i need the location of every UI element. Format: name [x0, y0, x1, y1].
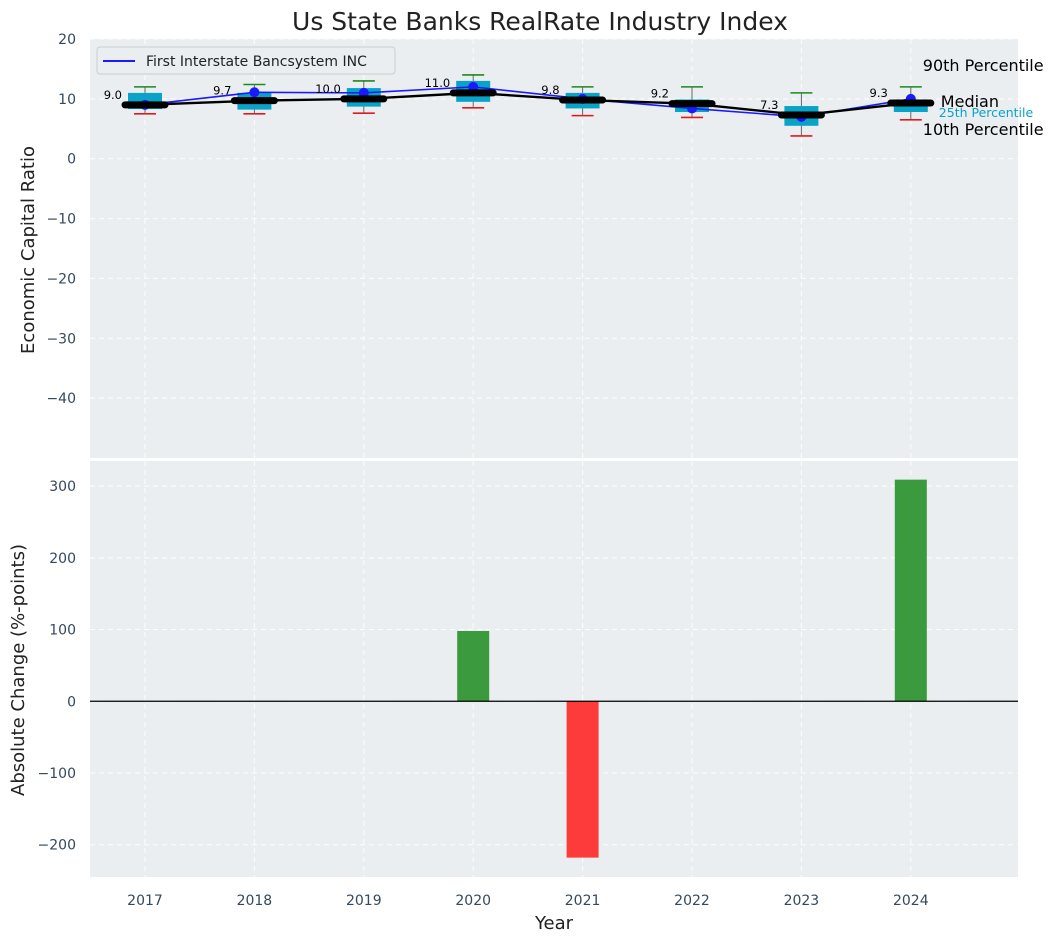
median-value-label: 11.0 [425, 76, 451, 90]
x-tick-label: 2023 [784, 893, 820, 909]
company-point [249, 87, 260, 98]
change-bar [566, 701, 599, 858]
bottom-y-tick-label: 200 [49, 551, 76, 567]
x-axis-label: Year [534, 913, 574, 934]
top-y-tick-label: −20 [46, 271, 76, 287]
x-tick-label: 2022 [674, 893, 710, 909]
top-y-tick-label: 20 [58, 32, 76, 48]
bottom-panel: 300 200 100 0 −100 −200 2017 2018 2019 2020 2021 20… [38, 461, 1018, 909]
x-tick-label: 2018 [237, 893, 273, 909]
p90-side-label: 90th Percentile [923, 56, 1044, 75]
bottom-y-tick-label: −200 [38, 838, 76, 854]
median-side-label: Median [941, 92, 999, 111]
x-tick-label: 2021 [565, 893, 601, 909]
bottom-y-tick-label: −100 [38, 766, 76, 782]
top-y-tick-label: −10 [46, 212, 76, 228]
x-tick-label: 2024 [893, 893, 929, 909]
x-tick-label: 2017 [127, 893, 163, 909]
top-y-tick-label: 0 [67, 152, 76, 168]
top-panel: 20 10 0 −10 −20 −30 −40 9.0 9.7 10.0 11.0 9.8 9.2 7.3… [46, 32, 1044, 458]
x-tick-label: 2020 [455, 893, 491, 909]
x-tick-label: 2019 [346, 893, 382, 909]
legend-box [96, 46, 396, 75]
median-value-label: 9.7 [213, 84, 231, 98]
bottom-plot-background [90, 461, 1018, 877]
legend: First Interstate Bancsystem INC [96, 46, 396, 75]
bottom-y-tick-label: 100 [49, 623, 76, 639]
p10-side-label: 10th Percentile [923, 120, 1044, 139]
p25-side-label: 25th Percentile [939, 105, 1034, 120]
chart-title: Us State Banks RealRate Industry Index [292, 7, 788, 36]
median-value-label: 10.0 [315, 82, 341, 96]
median-value-label: 9.0 [104, 88, 122, 102]
legend-label: First Interstate Bancsystem INC [146, 54, 367, 70]
top-y-tick-label: −40 [46, 391, 76, 407]
median-line [144, 91, 911, 117]
bottom-y-axis-label: Absolute Change (%-points) [8, 544, 29, 796]
median-value-label: 9.3 [870, 86, 888, 100]
change-bar [894, 479, 927, 702]
median-value-label: 7.3 [760, 98, 778, 112]
change-bar [457, 630, 490, 702]
median-value-label: 9.2 [651, 87, 669, 101]
top-y-tick-label: −30 [46, 331, 76, 347]
bottom-y-tick-label: 0 [67, 694, 76, 710]
median-value-label: 9.8 [541, 83, 559, 97]
top-y-axis-label: Economic Capital Ratio [18, 146, 39, 354]
bottom-y-tick-label: 300 [49, 479, 76, 495]
top-y-tick-label: 10 [58, 92, 76, 108]
